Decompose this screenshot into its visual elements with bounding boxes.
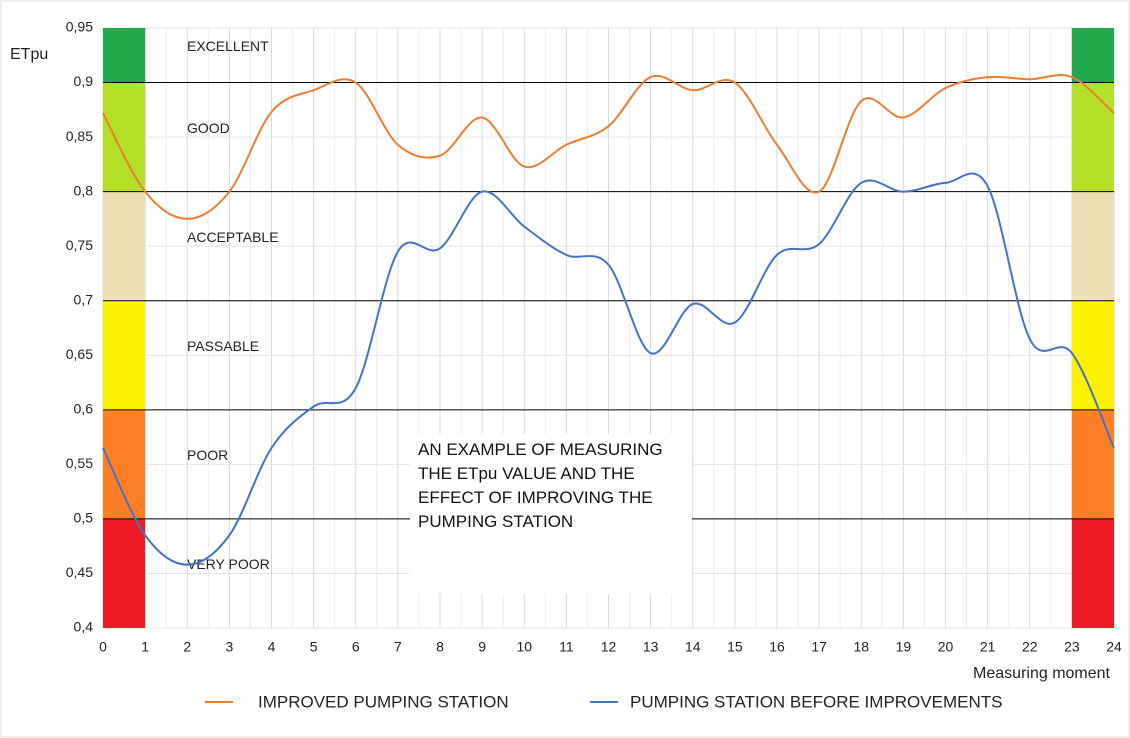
band xyxy=(1071,82,1114,192)
band-label: PASSABLE xyxy=(187,338,259,354)
band xyxy=(1071,409,1114,519)
annotation: AN EXAMPLE OF MEASURING THE ETpu VALUE A… xyxy=(410,434,692,594)
legend-label: PUMPING STATION BEFORE IMPROVEMENTS xyxy=(630,692,1002,711)
x-tick-label: 1 xyxy=(141,639,149,655)
x-tick-label: 22 xyxy=(1022,639,1038,655)
band-label: GOOD xyxy=(187,120,230,136)
series-line xyxy=(102,172,1115,566)
y-tick-label: 0,4 xyxy=(74,619,94,635)
x-tick-label: 5 xyxy=(310,639,318,655)
x-tick-label: 21 xyxy=(980,639,996,655)
x-tick-label: 16 xyxy=(769,639,785,655)
band-label: ACCEPTABLE xyxy=(187,229,279,245)
x-tick-label: 13 xyxy=(643,639,659,655)
x-tick-label: 23 xyxy=(1064,639,1080,655)
x-tick-label: 4 xyxy=(268,639,276,655)
band xyxy=(1071,191,1114,301)
band xyxy=(1071,28,1114,83)
y-tick-label: 0,65 xyxy=(66,346,93,362)
y-tick-label: 0,85 xyxy=(66,128,93,144)
band xyxy=(1071,300,1114,410)
band xyxy=(103,28,146,83)
y-tick-label: 0,8 xyxy=(74,182,94,198)
x-tick-label: 14 xyxy=(685,639,701,655)
x-tick-label: 17 xyxy=(811,639,827,655)
x-tick-label: 3 xyxy=(225,639,233,655)
band xyxy=(103,82,146,192)
x-axis-label: Measuring moment xyxy=(973,665,1111,682)
x-tick-label: 2 xyxy=(183,639,191,655)
band xyxy=(103,518,146,628)
x-tick-label: 9 xyxy=(478,639,486,655)
x-tick-label: 19 xyxy=(896,639,912,655)
x-tick-label: 12 xyxy=(601,639,617,655)
band-label: POOR xyxy=(187,447,228,463)
x-tick-label: 20 xyxy=(938,639,954,655)
x-tick-label: 0 xyxy=(99,639,107,655)
y-tick-label: 0,55 xyxy=(66,455,93,471)
x-tick-label: 24 xyxy=(1106,639,1122,655)
x-tick-label: 7 xyxy=(394,639,402,655)
x-tick-label: 10 xyxy=(516,639,532,655)
series-line xyxy=(102,74,1115,220)
y-tick-label: 0,6 xyxy=(74,401,94,417)
legend-label: IMPROVED PUMPING STATION xyxy=(258,692,509,711)
band-label: EXCELLENT xyxy=(187,38,269,54)
x-tick-label: 6 xyxy=(352,639,360,655)
y-tick-label: 0,9 xyxy=(74,73,94,89)
x-tick-label: 15 xyxy=(727,639,743,655)
y-tick-label: 0,45 xyxy=(66,564,93,580)
x-tick-label: 8 xyxy=(436,639,444,655)
x-tick-label: 11 xyxy=(559,639,574,655)
y-tick-label: 0,5 xyxy=(74,510,94,526)
y-tick-label: 0,95 xyxy=(66,19,93,35)
y-axis-label: ETpu xyxy=(10,46,48,63)
band-label: VERY POOR xyxy=(187,556,270,572)
band xyxy=(103,191,146,301)
x-tick-label: 18 xyxy=(853,639,869,655)
y-tick-label: 0,75 xyxy=(66,237,93,253)
y-tick-label: 0,7 xyxy=(74,291,94,307)
band xyxy=(1071,518,1114,628)
band xyxy=(103,300,146,410)
